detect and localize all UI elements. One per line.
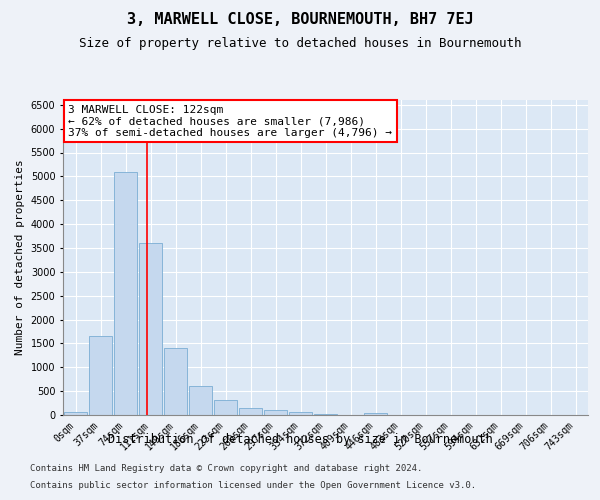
Text: 3, MARWELL CLOSE, BOURNEMOUTH, BH7 7EJ: 3, MARWELL CLOSE, BOURNEMOUTH, BH7 7EJ <box>127 12 473 28</box>
Bar <box>264 410 287 415</box>
Bar <box>114 172 137 415</box>
Bar <box>239 408 262 415</box>
Bar <box>89 336 112 415</box>
Text: 3 MARWELL CLOSE: 122sqm
← 62% of detached houses are smaller (7,986)
37% of semi: 3 MARWELL CLOSE: 122sqm ← 62% of detache… <box>68 104 392 138</box>
Bar <box>164 348 187 415</box>
Bar <box>289 412 312 415</box>
Bar <box>189 386 212 415</box>
Bar <box>364 413 387 415</box>
Bar <box>314 414 337 415</box>
Bar <box>214 400 237 415</box>
Text: Distribution of detached houses by size in Bournemouth: Distribution of detached houses by size … <box>107 432 493 446</box>
Bar <box>64 412 87 415</box>
Text: Contains HM Land Registry data © Crown copyright and database right 2024.: Contains HM Land Registry data © Crown c… <box>30 464 422 473</box>
Bar <box>139 243 162 415</box>
Y-axis label: Number of detached properties: Number of detached properties <box>15 160 25 356</box>
Text: Size of property relative to detached houses in Bournemouth: Size of property relative to detached ho… <box>79 38 521 51</box>
Text: Contains public sector information licensed under the Open Government Licence v3: Contains public sector information licen… <box>30 481 476 490</box>
